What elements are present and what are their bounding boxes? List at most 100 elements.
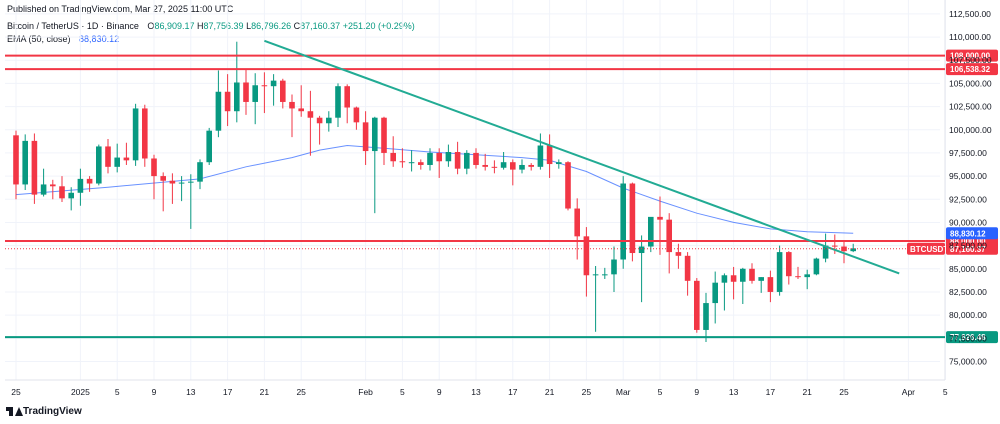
candle-body (316, 117, 323, 124)
candle-body (188, 181, 194, 183)
high-label: H (197, 21, 204, 31)
price-tick-label: 77,500.00 (949, 333, 987, 343)
candle-body (270, 80, 277, 87)
time-tick-label: Mar (616, 387, 631, 397)
tradingview-logo[interactable]: TradingView (6, 406, 82, 417)
candle-body (445, 152, 452, 162)
candle-body (473, 152, 479, 165)
candle-body (482, 164, 488, 167)
time-tick-label: 17 (766, 387, 776, 397)
price-axis[interactable]: 112,500.00 110,000.00 107,500.00 105,000.00… (949, 9, 992, 367)
candle-body (252, 85, 258, 102)
price-tick-label: 102,500.00 (949, 102, 992, 112)
candles-layer (13, 41, 856, 342)
time-tick-label: 17 (223, 387, 233, 397)
candle-body (638, 246, 645, 254)
price-tick-label: 95,000.00 (949, 171, 987, 181)
candle-body (464, 152, 470, 169)
candle-body (31, 140, 38, 195)
candle-body (123, 157, 130, 161)
time-tick-label: Feb (358, 387, 373, 397)
candle-body (583, 236, 590, 276)
candle-body (344, 86, 350, 108)
candle-body (565, 162, 571, 209)
candle-body (381, 117, 387, 153)
candle-body (684, 255, 691, 281)
candle-body (804, 274, 810, 278)
last-price-badge (946, 242, 998, 255)
ema-badge-label: 88,830.12 (950, 229, 986, 238)
downtrend-line[interactable] (264, 39, 900, 275)
grid (5, 0, 946, 381)
price-tick-label: 110,000.00 (949, 32, 991, 42)
candle-body (234, 82, 240, 112)
candle-body (50, 184, 56, 187)
time-tick-label: 5 (115, 387, 120, 397)
candle-body (813, 258, 820, 275)
price-level-label: 106,538.32 (950, 65, 991, 74)
price-tick-label: 80,000.00 (949, 310, 987, 320)
price-tick-label: 112,500.00 (949, 9, 991, 19)
candle-body (40, 184, 47, 195)
candle-body (418, 162, 424, 165)
candle-body (289, 101, 295, 109)
price-tick-label: 100,000.00 (949, 125, 992, 135)
candle-body (712, 282, 718, 304)
time-tick-label: 17 (508, 387, 518, 397)
candle-body (160, 176, 166, 181)
symbol-badge (907, 242, 945, 255)
candle-body (841, 246, 847, 252)
candle-body (178, 182, 185, 184)
close-value: 87,160.37 (300, 21, 341, 31)
candle-body (59, 186, 65, 199)
time-axis[interactable]: 25 2025 5 9 13 17 21 25 Feb 5 9 13 17 21 25 Mar 5 9 13 17 21… (11, 387, 948, 397)
price-level-label: 88,000.00 (950, 237, 986, 246)
candle-body (776, 252, 783, 292)
candle-body (730, 275, 737, 282)
time-tick-label: Apr (902, 387, 915, 397)
price-lines-layer: 108,000.00 106,538.32 88,000.00 77,626.48 88… (5, 39, 998, 344)
low-value: 86,796.26 (251, 21, 292, 31)
candle-body (850, 248, 856, 252)
candle-body (169, 180, 176, 184)
candle-body (500, 162, 507, 168)
candle-body (206, 130, 212, 163)
ema-line (15, 144, 854, 234)
candle-body (832, 245, 838, 247)
candle-body (749, 268, 755, 281)
candle-body (822, 245, 829, 259)
price-tick-label: 107,500.00 (949, 55, 992, 65)
candle-body (408, 162, 415, 164)
candle-body (68, 192, 74, 199)
candle-body (13, 135, 19, 185)
candle-body (454, 152, 461, 169)
published-line: Published on TradingView.com, Mar 27, 20… (7, 4, 234, 14)
candle-body (86, 178, 93, 184)
candle-body (197, 162, 203, 182)
time-tick-label: 21 (802, 387, 812, 397)
time-tick-label: 25 (839, 387, 849, 397)
time-tick-label: 5 (400, 387, 405, 397)
open-value: 86,909.17 (154, 21, 195, 31)
price-tick-label: 82,500.00 (949, 287, 987, 297)
candle-body (362, 122, 369, 152)
candle-body (795, 276, 801, 278)
candle-body (491, 166, 498, 168)
ema-legend-value: 88,830.12 (79, 34, 120, 44)
candle-body (537, 145, 544, 167)
symbol-title: Bitcoin / TetherUS · 1D · Binance (7, 21, 139, 31)
candle-body (657, 216, 663, 220)
high-value: 87,756.39 (203, 21, 244, 31)
candle-body (786, 252, 792, 277)
price-level-label: 108,000.00 (950, 52, 991, 61)
candle-body (602, 274, 608, 276)
time-tick-label: 9 (152, 387, 157, 397)
candle-body (22, 140, 28, 185)
time-tick-label: 5 (658, 387, 663, 397)
candle-body (224, 91, 231, 112)
candle-body (96, 146, 102, 184)
tradingview-logo-icon (6, 407, 23, 416)
candle-body (519, 164, 525, 170)
price-tick-label: 92,500.00 (949, 194, 987, 204)
